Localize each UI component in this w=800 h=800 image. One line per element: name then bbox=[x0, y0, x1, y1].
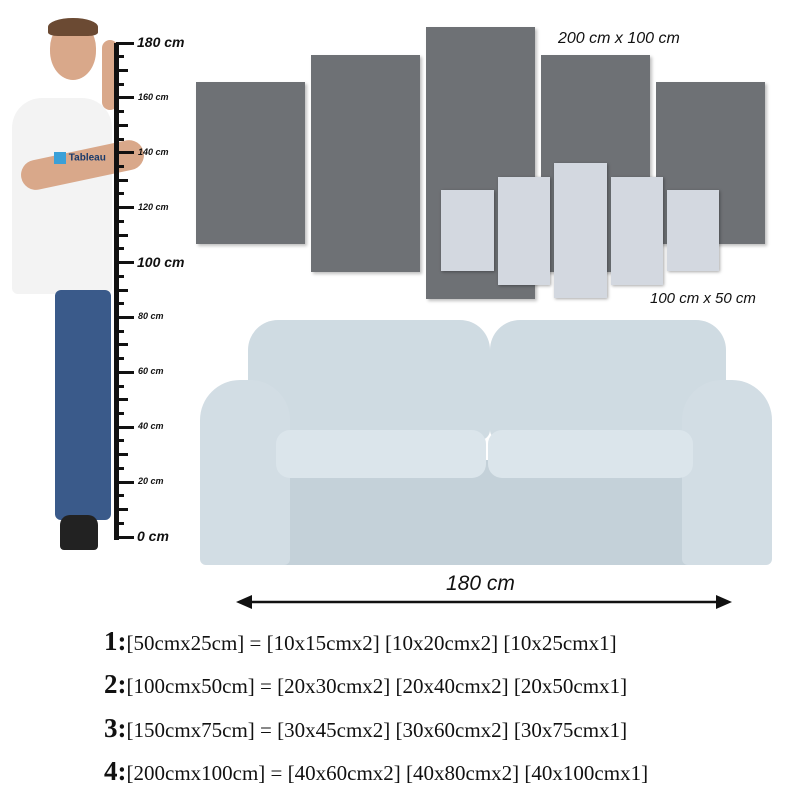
ruler-tick bbox=[116, 137, 124, 141]
ruler-tick bbox=[116, 192, 124, 196]
ruler-tick bbox=[116, 384, 124, 388]
ruler-tick bbox=[116, 288, 128, 292]
canvas-panel bbox=[311, 55, 420, 272]
ruler-label: 80 cm bbox=[138, 311, 164, 322]
ruler-tick bbox=[116, 41, 134, 45]
spec-line-4: 4:[200cmx100cm] = [40x60cmx2] [40x80cmx2… bbox=[104, 756, 649, 786]
ruler-tick bbox=[116, 247, 124, 251]
ruler-tick bbox=[116, 151, 134, 155]
canvas-panel bbox=[667, 190, 719, 271]
ruler-tick bbox=[116, 453, 128, 457]
ruler-tick bbox=[116, 206, 134, 210]
canvas-panel bbox=[611, 177, 663, 285]
ruler-label: 40 cm bbox=[138, 421, 164, 432]
ruler-tick bbox=[116, 535, 134, 539]
ruler-label: 60 cm bbox=[138, 366, 164, 377]
ruler-tick bbox=[116, 398, 128, 402]
canvas-panel bbox=[498, 177, 550, 285]
ruler-tick bbox=[116, 219, 124, 223]
shirt-logo: Tableau bbox=[54, 152, 106, 164]
large-size-label: 200 cm x 100 cm bbox=[558, 30, 680, 47]
ruler-tick bbox=[116, 302, 124, 306]
canvas-panel bbox=[196, 82, 305, 244]
ruler-tick bbox=[116, 466, 124, 470]
ruler-tick bbox=[116, 357, 124, 361]
ruler-tick bbox=[116, 55, 124, 59]
ruler-tick bbox=[116, 508, 128, 512]
ruler-tick bbox=[116, 68, 128, 72]
ruler-label: 160 cm bbox=[138, 91, 169, 102]
ruler-label: 0 cm bbox=[137, 528, 169, 544]
ruler-label: 100 cm bbox=[137, 253, 185, 270]
ruler-tick bbox=[116, 123, 128, 127]
width-arrow bbox=[236, 595, 732, 609]
ruler-tick bbox=[116, 233, 128, 237]
ruler-tick bbox=[116, 343, 128, 347]
ruler-tick bbox=[116, 425, 134, 429]
spec-line-3: 3:[150cmx75cm] = [30x45cmx2] [30x60cmx2]… bbox=[104, 713, 628, 743]
ruler-tick bbox=[116, 370, 134, 374]
ruler-tick bbox=[116, 261, 134, 265]
ruler-tick bbox=[116, 274, 124, 278]
ruler-tick bbox=[116, 494, 124, 498]
ruler-tick bbox=[116, 329, 124, 333]
spec-line-2: 2:[100cmx50cm] = [20x30cmx2] [20x40cmx2]… bbox=[104, 669, 628, 699]
ruler-label: 180 cm bbox=[137, 34, 185, 50]
ruler-tick bbox=[116, 480, 134, 484]
ruler-tick bbox=[116, 315, 134, 319]
ruler-tick bbox=[116, 110, 124, 114]
spec-line-1: 1:[50cmx25cm] = [10x15cmx2] [10x20cmx2] … bbox=[104, 626, 617, 656]
small-size-label: 100 cm x 50 cm bbox=[650, 290, 756, 307]
ruler-tick bbox=[116, 165, 124, 168]
ruler-tick bbox=[116, 521, 124, 525]
ruler-tick bbox=[116, 82, 124, 86]
ruler-tick bbox=[116, 412, 124, 415]
ruler-label: 120 cm bbox=[138, 201, 169, 212]
ruler-tick bbox=[116, 439, 124, 443]
ruler-tick bbox=[116, 96, 134, 100]
ruler-label: 20 cm bbox=[138, 476, 164, 487]
canvas-panel bbox=[441, 190, 494, 271]
ruler-bar bbox=[114, 43, 119, 540]
ruler-label: 140 cm bbox=[138, 146, 169, 157]
canvas-panel bbox=[554, 163, 607, 298]
sofa-width-label: 180 cm bbox=[446, 572, 515, 595]
ruler-tick bbox=[116, 178, 128, 182]
